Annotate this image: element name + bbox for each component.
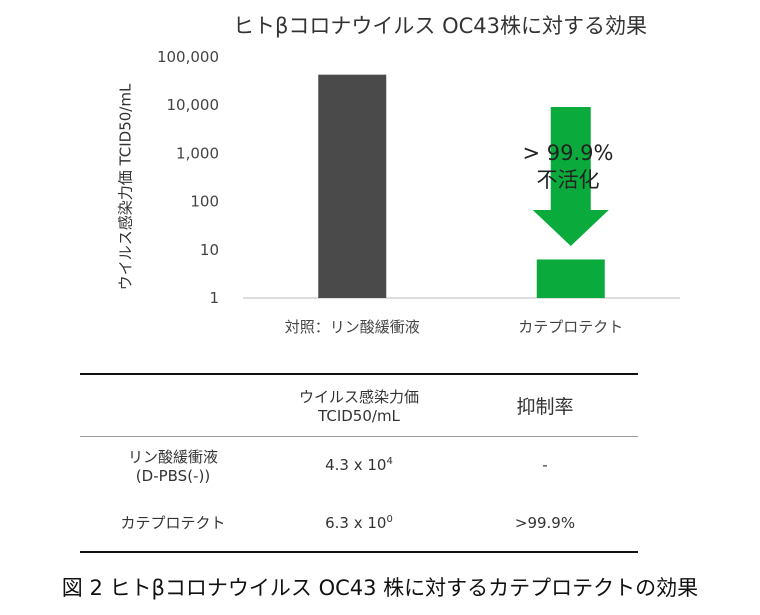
titer-exponent: 4 (386, 456, 393, 468)
bar (318, 74, 387, 299)
row-titer: 6.3 x 100 (266, 494, 452, 552)
sample-name-line2: (D-PBS(-)) (135, 466, 211, 485)
annotation-text: 不活化 (536, 168, 600, 192)
inactivation-annotation: > 99.9% 不活化 (483, 140, 653, 194)
x-tick-label: カテプロテクト (518, 318, 623, 336)
results-table: ウイルス感染力価 TCID50/mL 抑制率 リン酸緩衝液 (D-PBS(-))… (80, 373, 638, 553)
titer-base: 4.3 x 10 (325, 456, 387, 475)
table-header-row: ウイルス感染力価 TCID50/mL 抑制率 (80, 374, 638, 436)
y-tick-label: 1,000 (176, 144, 219, 162)
y-tick-label: 100 (190, 193, 219, 211)
bar (536, 259, 605, 298)
row-sample-name: カテプロテクト (120, 514, 226, 532)
titer-base: 6.3 x 10 (325, 513, 387, 532)
header-titer-line1: ウイルス感染力価 (298, 387, 419, 406)
table-row: カテプロテクト 6.3 x 100 >99.9% (80, 494, 638, 552)
sample-name-line1: リン酸緩衝液 (127, 447, 218, 466)
titer-exponent: 0 (386, 513, 393, 525)
x-tick-label: 対照：リン酸緩衝液 (285, 318, 420, 336)
header-titer-line2: TCID50/mL (318, 406, 400, 425)
header-sample (80, 374, 266, 436)
row-sample-name: リン酸緩衝液 (D-PBS(-)) (80, 436, 266, 494)
chart-plot: 1 10 100 1,000 10,000 100,000 対照：リン酸緩衝液 カテプロテクト (157, 48, 680, 336)
down-arrow-icon (532, 107, 609, 246)
y-tick-label: 1 (209, 289, 219, 307)
row-titer: 4.3 x 104 (266, 436, 452, 494)
header-titer: ウイルス感染力価 TCID50/mL (266, 374, 452, 436)
header-inhibition-rate: 抑制率 (516, 395, 574, 418)
figure-caption: 図 2 ヒトβコロナウイルス OC43 株に対するカテプロテクトの効果 (61, 576, 699, 600)
table-row: リン酸緩衝液 (D-PBS(-)) 4.3 x 104 - (80, 436, 638, 494)
y-tick-label: 100,000 (157, 48, 219, 66)
row-rate: - (542, 456, 548, 475)
chart-title: ヒトβコロナウイルス OC43株に対する効果 (233, 14, 647, 38)
chart: ヒトβコロナウイルス OC43株に対する効果 ウイルス感染力価 TCID50/m… (117, 14, 680, 336)
y-tick-label: 10,000 (167, 96, 220, 114)
y-tick-label: 10 (200, 241, 219, 259)
row-rate: >99.9% (514, 513, 576, 532)
annotation-percent: > 99.9% (522, 141, 614, 165)
